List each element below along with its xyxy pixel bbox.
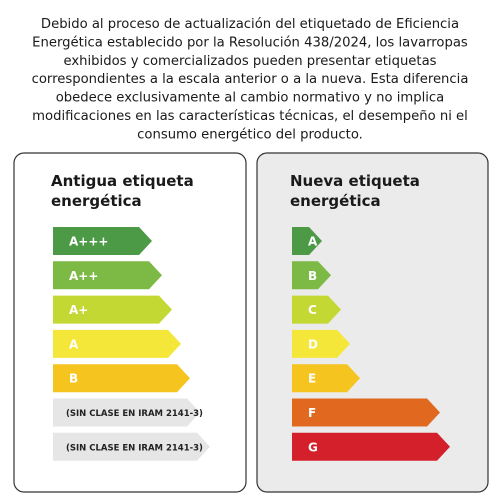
energy-class-label: C: [308, 303, 317, 317]
energy-class-label: D: [308, 337, 318, 351]
energy-arrow: [292, 432, 450, 461]
energy-arrow: [53, 261, 162, 290]
energy-arrow: [292, 329, 350, 358]
intro-text: exhibidos y comercializados pueden prese…: [63, 54, 436, 69]
energy-arrow: [53, 295, 172, 324]
card-title: Antigua etiqueta: [51, 172, 194, 190]
intro-text: Energética establecido por la Resolución…: [32, 34, 468, 50]
energy-arrow: [53, 329, 181, 358]
energy-class-label: A: [308, 235, 318, 249]
energy-arrow: [292, 261, 331, 290]
intro-text: correspondientes a la escala anterior o …: [32, 72, 469, 87]
intro-text: Debido al proceso de actualización del e…: [41, 16, 459, 32]
energy-arrow: [292, 398, 440, 427]
energy-arrow: [53, 227, 152, 255]
card-title: energética: [290, 192, 381, 210]
energy-arrow: [292, 227, 322, 255]
energy-arrow: [292, 295, 341, 324]
energy-class-label: G: [308, 440, 318, 454]
energy-class-label: A+: [69, 303, 88, 317]
intro-text: obedece exclusivamente al cambio normati…: [56, 91, 445, 106]
energy-class-label: B: [308, 269, 317, 283]
energy-arrow: [292, 364, 360, 393]
energy-class-label: A++: [69, 269, 98, 283]
card-title: energética: [51, 192, 142, 210]
card-title: Nueva etiqueta: [290, 172, 420, 190]
energy-arrow: [53, 398, 200, 427]
energy-class-label: B: [69, 372, 78, 386]
energy-class-label: (SIN CLASE EN IRAM 2141-3): [66, 443, 203, 453]
intro-text: modificaciones en las características té…: [32, 108, 468, 124]
energy-arrow: [53, 432, 210, 461]
energy-class-label: F: [308, 406, 316, 420]
energy-arrow: [53, 364, 190, 393]
energy-class-label: (SIN CLASE EN IRAM 2141-3): [66, 409, 203, 419]
intro-text: consumo energético del producto.: [137, 126, 363, 142]
energy-class-label: E: [308, 372, 316, 386]
energy-class-label: A+++: [69, 235, 108, 249]
energy-class-label: A: [69, 337, 79, 351]
